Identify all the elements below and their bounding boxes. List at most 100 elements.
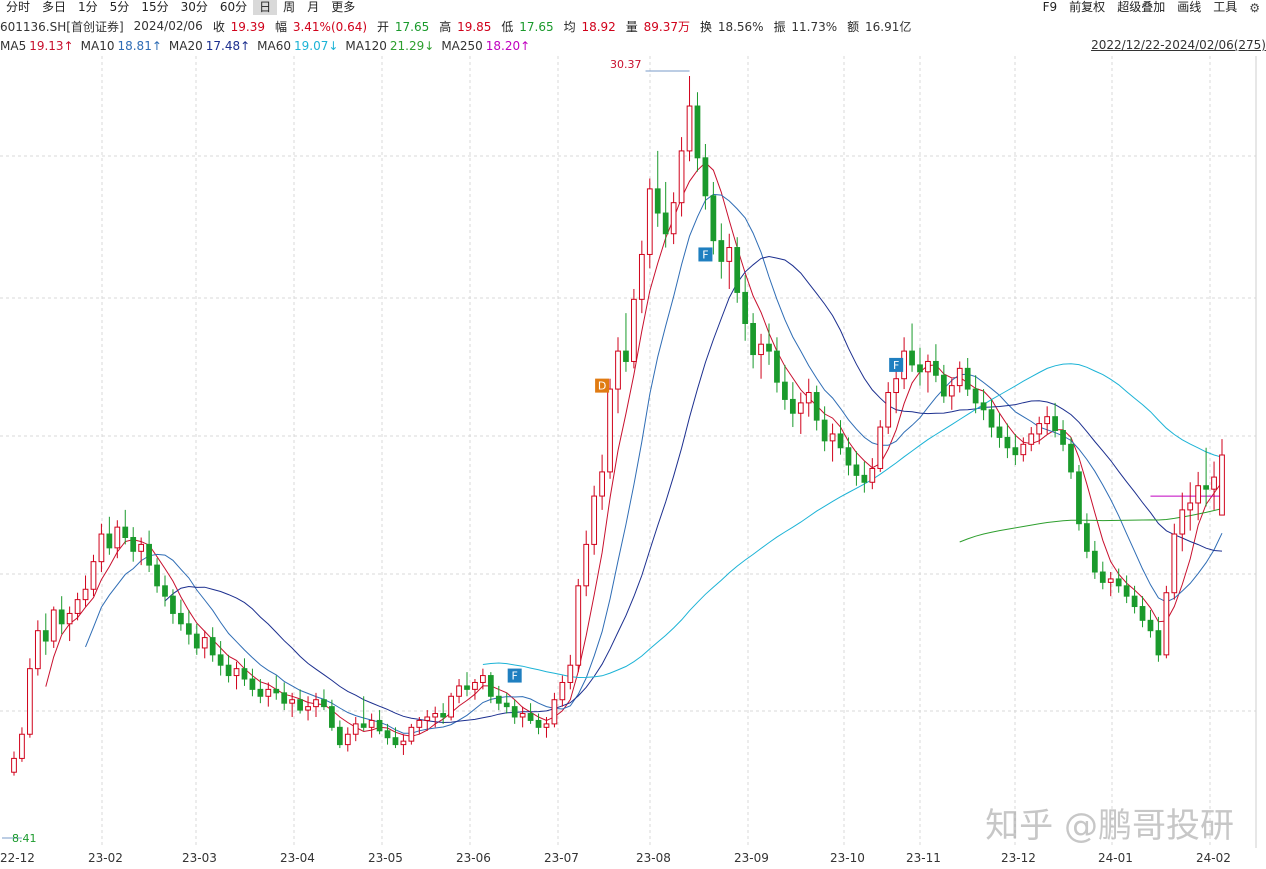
- info-low-value: 17.65: [515, 19, 554, 34]
- candle: [551, 692, 558, 728]
- period-button-7[interactable]: 日: [253, 0, 278, 15]
- candle: [58, 596, 65, 635]
- candle: [821, 406, 828, 452]
- ma-value: 18.81↑: [117, 39, 162, 53]
- candle-body: [1076, 471, 1082, 525]
- candle: [535, 713, 542, 735]
- tool-button-2[interactable]: 超级叠加: [1117, 0, 1166, 14]
- candle: [1076, 465, 1082, 531]
- tool-button-0[interactable]: F9: [1042, 0, 1058, 14]
- period-button-4[interactable]: 15分: [141, 0, 169, 14]
- candle-body: [869, 467, 876, 483]
- candle-body: [1179, 509, 1186, 535]
- date-range-link[interactable]: 2022/12/22-2024/02/06(275): [1091, 38, 1266, 52]
- marker-badge-f[interactable]: F: [698, 247, 713, 262]
- candle: [185, 609, 192, 645]
- candle-body: [678, 150, 685, 204]
- x-tick-label: 23-09: [734, 851, 769, 865]
- period-button-1[interactable]: 多日: [42, 0, 67, 14]
- candle-body: [487, 675, 494, 697]
- ma-label: MA5: [0, 39, 27, 53]
- candle-body: [877, 426, 884, 469]
- gear-icon[interactable]: ⚙: [1249, 0, 1260, 15]
- candle-body: [503, 702, 510, 708]
- candle-body: [631, 298, 637, 362]
- candle: [329, 699, 335, 731]
- candle: [789, 382, 796, 428]
- candle: [273, 675, 280, 700]
- candle-body: [996, 426, 1003, 438]
- period-button-5[interactable]: 30分: [180, 0, 208, 14]
- candle: [654, 150, 661, 227]
- tool-button-3[interactable]: 画线: [1177, 0, 1202, 14]
- candle: [662, 181, 669, 248]
- candle: [980, 389, 987, 421]
- candle-body: [424, 716, 431, 721]
- marker-badge-d[interactable]: D: [595, 378, 610, 393]
- candle-body: [1155, 630, 1162, 656]
- candle: [1052, 402, 1058, 438]
- candle: [964, 358, 971, 396]
- marker-badge-f[interactable]: F: [507, 668, 522, 683]
- candle: [305, 696, 311, 721]
- candle-body: [201, 637, 208, 649]
- candle-body: [686, 105, 693, 152]
- candle-body: [1163, 592, 1170, 656]
- period-button-0[interactable]: 分时: [6, 0, 31, 14]
- candle: [225, 654, 232, 683]
- info-close-value: 19.39: [226, 19, 265, 34]
- candle: [170, 589, 176, 624]
- period-button-6[interactable]: 60分: [219, 0, 248, 14]
- info-change: 幅 3.41%(0.64): [275, 18, 367, 35]
- candle-body: [34, 630, 41, 670]
- candle: [384, 723, 391, 745]
- candle-body: [114, 526, 121, 549]
- candle: [448, 692, 454, 721]
- candle: [281, 682, 288, 711]
- candle-body: [313, 699, 319, 708]
- kline-chart[interactable]: 30.37 8.41 F D F F: [0, 56, 1266, 848]
- candle: [591, 485, 598, 555]
- candle: [66, 606, 73, 642]
- period-button-8[interactable]: 周: [283, 0, 296, 14]
- candle-body: [1012, 447, 1019, 456]
- candle-body: [551, 699, 558, 725]
- marker-badge-f[interactable]: F: [889, 357, 904, 372]
- candle-body: [448, 695, 454, 718]
- candle: [734, 237, 741, 303]
- candle: [686, 76, 693, 162]
- candle-body: [646, 188, 653, 255]
- candle-body: [1091, 550, 1098, 573]
- candle: [265, 682, 272, 707]
- candle-body: [1084, 523, 1090, 552]
- tool-button-1[interactable]: 前复权: [1069, 0, 1106, 14]
- candle-body: [1044, 416, 1051, 425]
- ma-value: 19.07↓: [294, 39, 339, 53]
- candle: [249, 668, 256, 697]
- candle: [599, 454, 605, 510]
- candle: [607, 378, 613, 479]
- period-button-9[interactable]: 月: [307, 0, 320, 14]
- candle: [1068, 437, 1074, 479]
- candle: [487, 672, 494, 704]
- info-close: 收 19.39: [213, 18, 265, 35]
- candle: [933, 344, 939, 383]
- candle-body: [1107, 578, 1114, 583]
- x-tick-label: 23-02: [88, 851, 123, 865]
- info-change-label: 幅: [275, 19, 288, 34]
- period-button-10[interactable]: 更多: [331, 0, 356, 14]
- candle: [1036, 416, 1043, 445]
- candle: [1139, 596, 1146, 628]
- x-tick-label: 23-05: [368, 851, 403, 865]
- candle-body: [893, 378, 900, 394]
- period-button-3[interactable]: 5分: [109, 0, 130, 14]
- candle-body: [233, 668, 240, 677]
- period-button-2[interactable]: 1分: [78, 0, 98, 14]
- candle-body: [1028, 433, 1035, 445]
- candle-body: [710, 195, 717, 242]
- candle-body: [1099, 571, 1106, 583]
- candle: [114, 520, 121, 559]
- candle-body: [829, 433, 836, 442]
- candle-body: [217, 654, 224, 666]
- tool-button-4[interactable]: 工具: [1213, 0, 1238, 14]
